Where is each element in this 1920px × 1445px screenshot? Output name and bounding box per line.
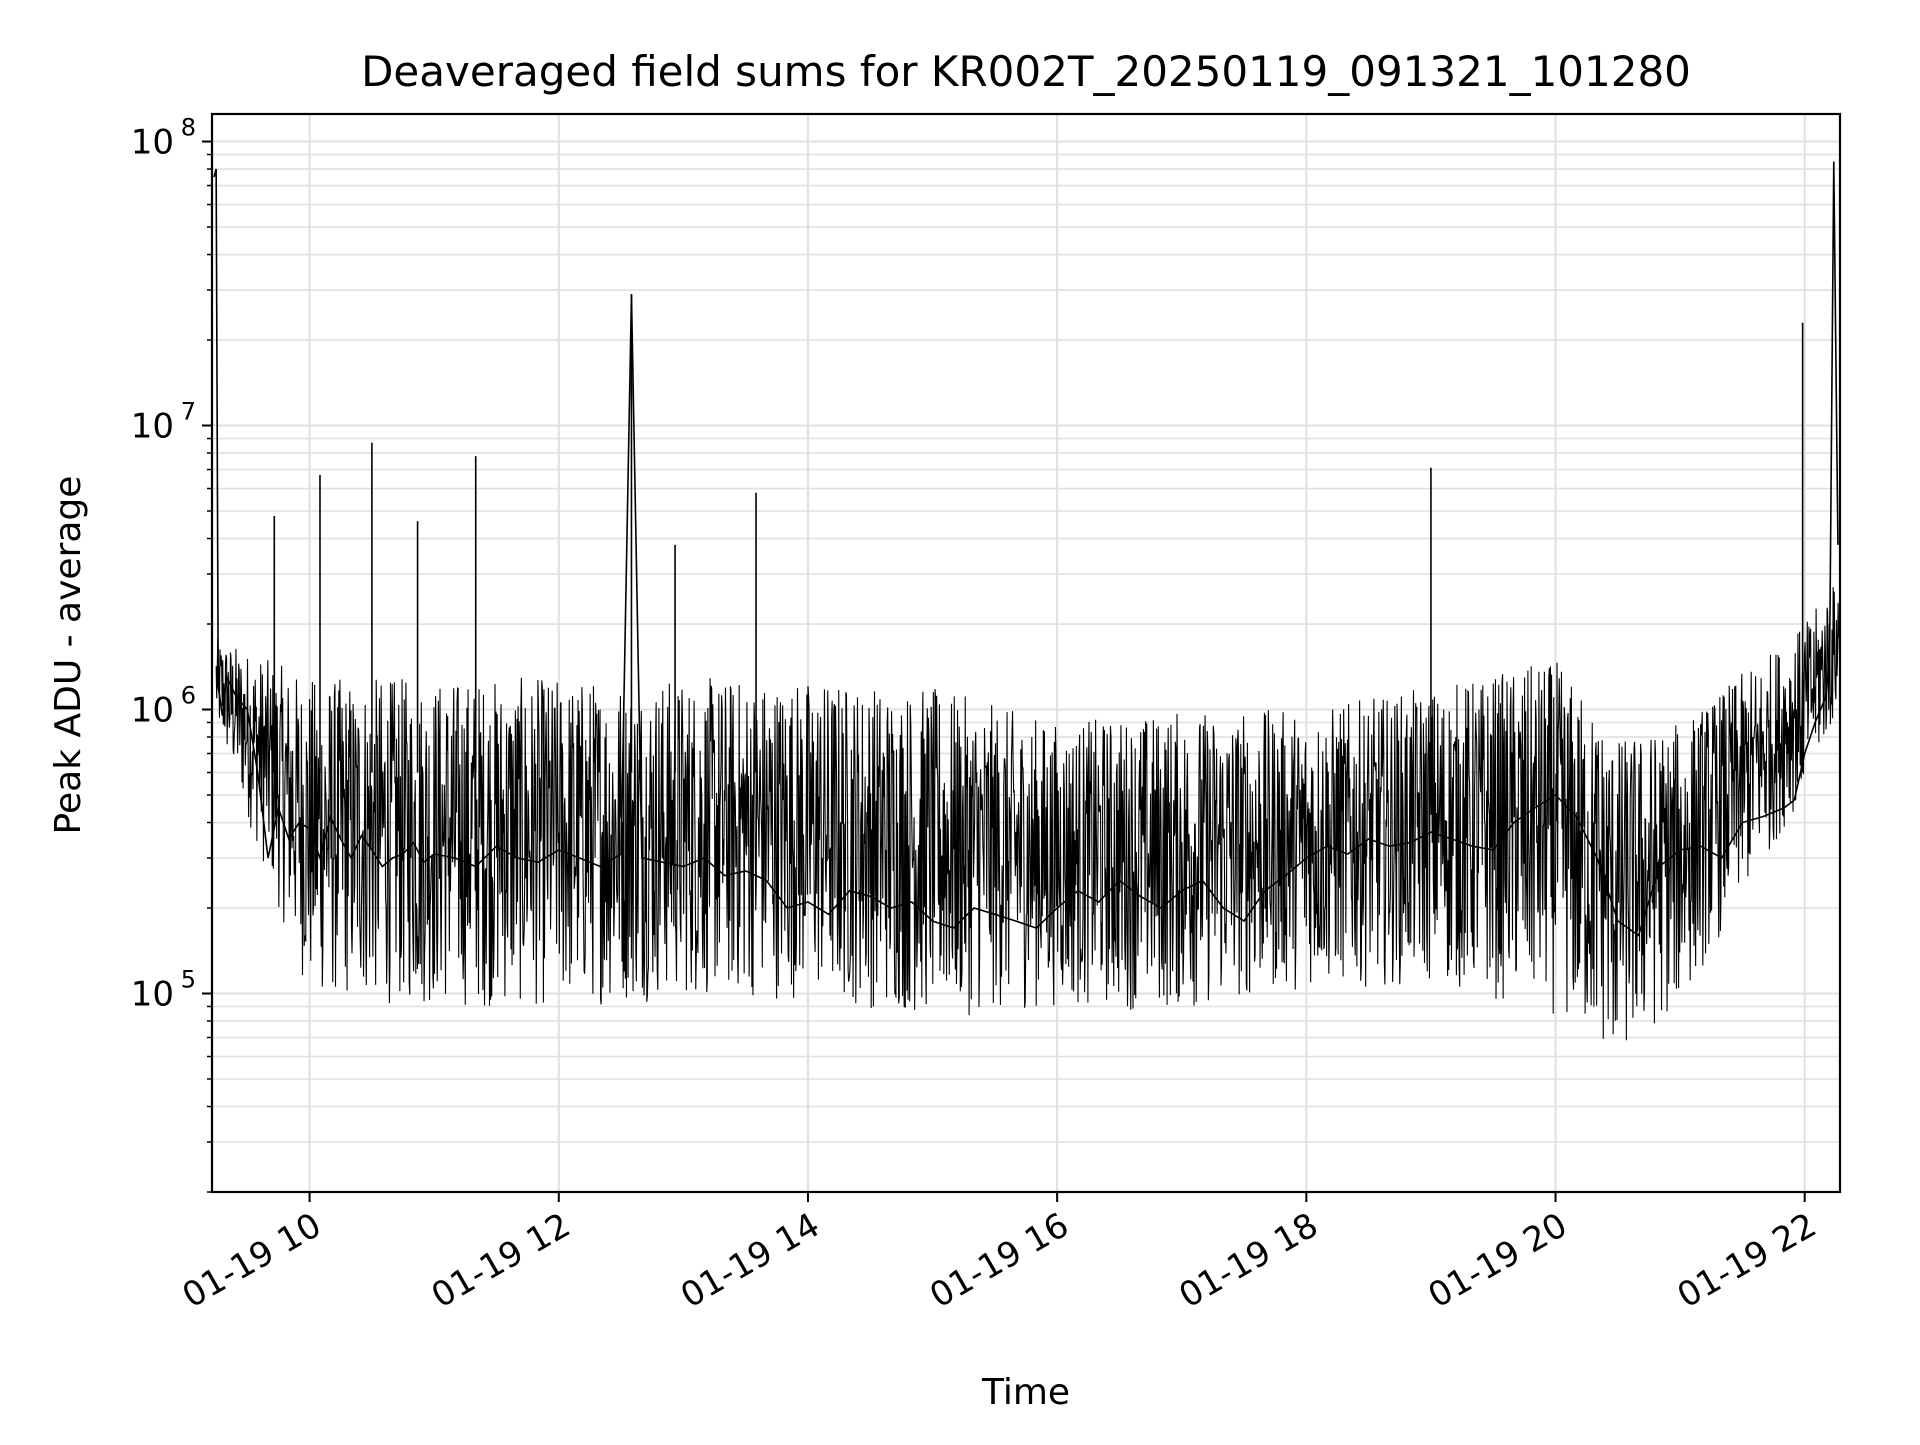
y-tick-label: 10 (131, 691, 174, 731)
y-axis-label: Peak ADU - average (48, 476, 89, 835)
series-noise-trace (215, 587, 1840, 1041)
series-line (213, 161, 1839, 937)
y-tick-exponent: 7 (181, 398, 196, 426)
x-axis-label: Time (981, 1372, 1070, 1413)
y-tick-label: 10 (131, 407, 174, 447)
y-tick-exponent: 8 (181, 114, 196, 142)
y-tick-label: 10 (131, 123, 174, 163)
plot-data (213, 161, 1840, 1041)
y-tick-exponent: 6 (181, 682, 196, 710)
y-tick-label: 10 (131, 974, 174, 1014)
y-tick-exponent: 5 (181, 965, 196, 993)
plot-frame (210, 112, 1842, 1194)
chart-title: Deaveraged field sums for KR002T_2025011… (361, 47, 1691, 96)
